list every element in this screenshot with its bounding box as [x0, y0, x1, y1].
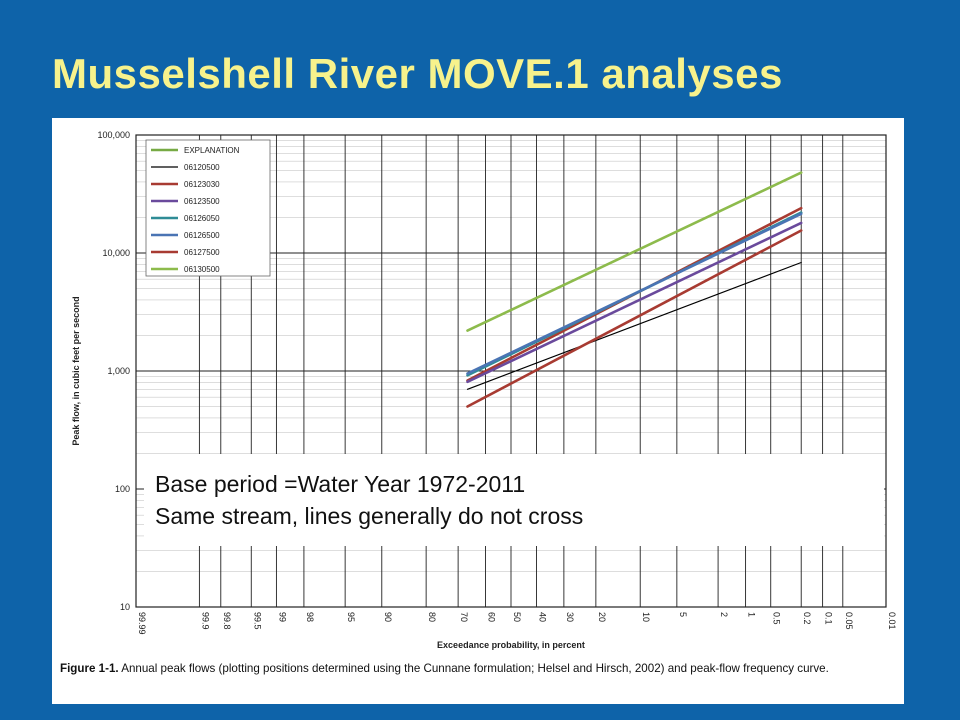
x-tick-label: 20: [597, 612, 607, 622]
x-tick-label: 0.01: [887, 612, 897, 630]
x-tick-label: 99: [277, 612, 287, 622]
caption-text: Annual peak flows (plotting positions de…: [118, 662, 829, 675]
series-line-06126500: [466, 212, 803, 375]
y-tick-label: 1,000: [107, 366, 130, 376]
callout-line-2: Same stream, lines generally do not cros…: [155, 503, 584, 529]
x-tick-label: 40: [538, 612, 548, 622]
x-tick-label: 1: [747, 612, 757, 617]
series-line-06130500: [466, 171, 803, 332]
series-line-06123500: [466, 221, 803, 384]
legend-label: 06123500: [184, 197, 220, 206]
y-tick-label: 100,000: [97, 130, 130, 140]
x-tick-label: 0.2: [802, 612, 812, 625]
legend-label: 06123030: [184, 180, 220, 189]
legend-label: 06130500: [184, 265, 220, 274]
legend-label: 06126050: [184, 214, 220, 223]
series-line-06120500: [466, 261, 802, 390]
x-tick-label: 99.8: [222, 612, 232, 630]
frequency-chart: 99.99 99.9 99.8 99.5 99 98 95 90 80 70 60 50 40 30 20 1…: [71, 130, 897, 650]
y-tick-label: 10,000: [102, 248, 130, 258]
caption-label: Figure 1-1.: [60, 662, 119, 675]
x-tick-label: 98: [305, 612, 315, 622]
x-tick-label: 80: [427, 612, 437, 622]
x-tick-label: 90: [383, 612, 393, 622]
y-tick-label: 100: [115, 484, 130, 494]
legend-label: 06120500: [184, 163, 220, 172]
legend-box: [145, 139, 271, 277]
x-tick-label: 2: [719, 612, 729, 617]
x-tick-label: 0.5: [772, 612, 782, 625]
x-tick-label: 30: [565, 612, 575, 622]
x-tick-label: 10: [641, 612, 651, 622]
callout-box: Base period =Water Year 1972-2011 Same s…: [144, 454, 884, 546]
x-axis-title: Exceedance probability, in percent: [437, 640, 585, 650]
x-tick-label: 5: [678, 612, 688, 617]
y-tick-label: 10: [120, 602, 130, 612]
x-tick-label: 60: [486, 612, 496, 622]
y-axis-title: Peak flow, in cubic feet per second: [71, 296, 81, 445]
callout-line-1: Base period =Water Year 1972-2011: [155, 471, 526, 497]
series-line-06127500: [466, 229, 803, 408]
plot-frame: [135, 134, 887, 608]
slide-title: Musselshell River MOVE.1 analyses: [52, 50, 783, 97]
x-tick-label: 99.9: [200, 612, 210, 630]
x-tick-label: 0.1: [824, 612, 834, 625]
legend-label: 06126500: [184, 231, 220, 240]
x-tick-label: 70: [459, 612, 469, 622]
figure-caption: Figure 1-1. Annual peak flows (plotting …: [60, 662, 900, 675]
x-tick-label: 95: [346, 612, 356, 622]
figure-panel: 99.99 99.9 99.8 99.5 99 98 95 90 80 70 60 50 40 30 20 1…: [52, 118, 904, 704]
x-tick-label: 0.05: [844, 612, 854, 630]
legend-label: 06127500: [184, 248, 220, 257]
x-tick-label: 50: [512, 612, 522, 622]
legend-label: EXPLANATION: [184, 146, 240, 155]
x-tick-label: 99.99: [137, 612, 147, 635]
x-tick-label: 99.5: [252, 612, 262, 630]
